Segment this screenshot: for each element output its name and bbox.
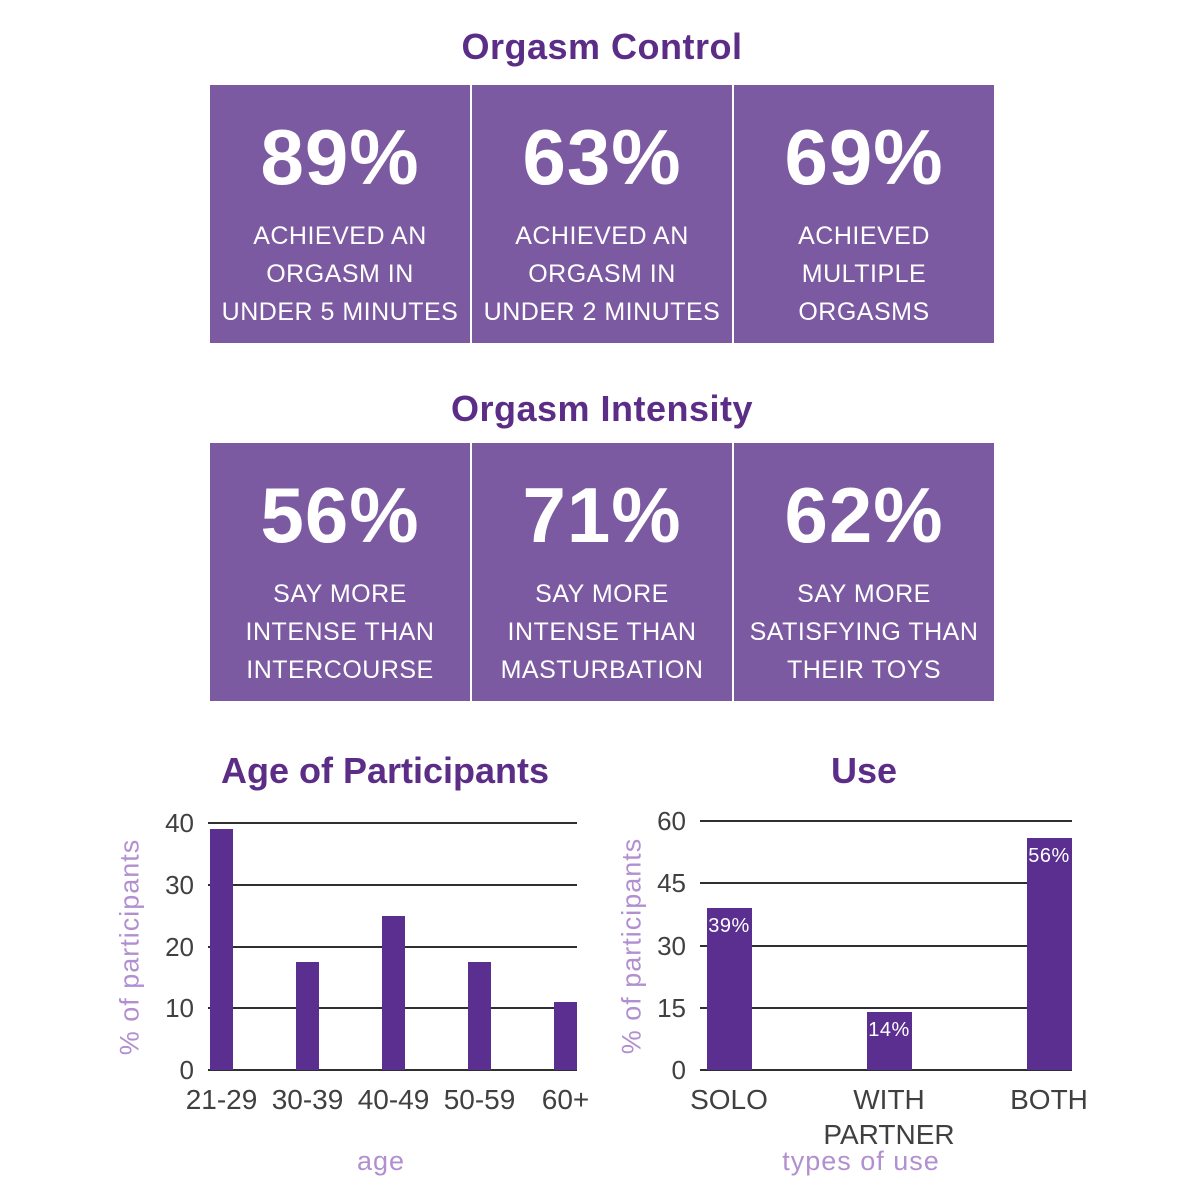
x-category-label: 40-49 <box>357 1084 430 1115</box>
stat-caption-line: ORGASMS <box>798 298 930 326</box>
stat-caption: ACHIEVED AN ORGASM IN UNDER 2 MINUTES <box>472 217 732 331</box>
stat-value: 89% <box>260 113 420 201</box>
stat-caption-line: UNDER 5 MINUTES <box>221 298 459 326</box>
stat-value: 56% <box>260 471 420 559</box>
x-category-label: 50-59 <box>443 1084 516 1115</box>
gridline <box>208 822 577 824</box>
y-tick-label: 0 <box>671 1055 686 1085</box>
stat-box-satisfying-toys: 62% SAY MORE SATISFYING THAN THEIR TOYS <box>734 443 994 701</box>
stat-caption-line: MASTURBATION <box>500 656 704 684</box>
y-tick-label: 60 <box>657 806 686 836</box>
x-axis-title: age <box>356 1146 406 1176</box>
stat-box-intense-masturbation: 71% SAY MORE INTENSE THAN MASTURBATION <box>472 443 732 701</box>
x-category-label: SOLO <box>690 1084 768 1115</box>
bar <box>468 961 491 1070</box>
stat-value: 71% <box>522 471 682 559</box>
section-title-orgasm-control: Orgasm Control <box>461 26 743 67</box>
stat-box-under-2-minutes: 63% ACHIEVED AN ORGASM IN UNDER 2 MINUTE… <box>472 85 732 343</box>
stat-caption-line: SATISFYING THAN <box>749 618 979 646</box>
stat-value: 69% <box>784 113 944 201</box>
stat-caption-line: SAY MORE <box>797 580 931 608</box>
gridline <box>208 1069 577 1071</box>
bar <box>210 829 233 1070</box>
gridline <box>208 883 577 886</box>
bar <box>1026 837 1072 1070</box>
y-tick-label: 10 <box>165 993 194 1024</box>
bar <box>296 961 319 1070</box>
bar <box>866 1011 912 1070</box>
y-tick-label: 45 <box>657 868 686 899</box>
section-title-orgasm-intensity: Orgasm Intensity <box>450 388 754 429</box>
stat-box-under-5-minutes: 89% ACHIEVED AN ORGASM IN UNDER 5 MINUTE… <box>210 85 470 343</box>
stat-caption-line: ACHIEVED AN <box>253 222 427 250</box>
stat-caption: ACHIEVED MULTIPLE ORGASMS <box>734 217 994 331</box>
stat-caption: SAY MORE SATISFYING THAN THEIR TOYS <box>734 575 994 689</box>
stat-caption: ACHIEVED AN ORGASM IN UNDER 5 MINUTES <box>210 217 470 331</box>
stat-caption-line: ORGASM IN <box>528 260 676 288</box>
y-tick-label: 15 <box>657 992 686 1023</box>
bar <box>706 908 752 1070</box>
stat-caption-line: THEIR TOYS <box>786 656 942 684</box>
gridline <box>700 944 1072 947</box>
stat-caption-line: ORGASM IN <box>266 260 414 288</box>
gridline <box>700 882 1072 885</box>
stat-caption: SAY MORE INTENSE THAN INTERCOURSE <box>210 575 470 689</box>
bar-value-label: 56% <box>1028 844 1070 867</box>
bar <box>382 915 405 1070</box>
stat-value: 63% <box>522 113 682 201</box>
stat-value: 62% <box>784 471 944 559</box>
stat-caption: SAY MORE INTENSE THAN MASTURBATION <box>472 575 732 689</box>
x-category-label: WITH PARTNER <box>823 1084 955 1150</box>
stat-caption-line: ACHIEVED <box>798 222 930 250</box>
gridline <box>700 1006 1072 1009</box>
stat-box-intense-intercourse: 56% SAY MORE INTENSE THAN INTERCOURSE <box>210 443 470 701</box>
stat-caption-line: UNDER 2 MINUTES <box>483 298 721 326</box>
y-tick-label: 0 <box>179 1055 194 1085</box>
stat-caption-line: INTENSE THAN <box>507 618 697 646</box>
bar-value-label: 14% <box>868 1018 910 1041</box>
bar-value-label: 39% <box>708 915 750 938</box>
stat-caption-line: SAY MORE <box>535 580 669 608</box>
gridline <box>700 1069 1072 1071</box>
stat-caption-line: INTERCOURSE <box>246 656 434 684</box>
chart-title: Use <box>830 750 898 791</box>
gridline <box>700 820 1072 822</box>
chart-title: Age of Participants <box>220 750 550 791</box>
bar <box>554 1002 577 1070</box>
x-category-label: 30-39 <box>271 1084 344 1115</box>
y-tick-label: 40 <box>165 808 194 838</box>
y-tick-label: 30 <box>165 869 194 900</box>
stat-box-multiple-orgasms: 69% ACHIEVED MULTIPLE ORGASMS <box>734 85 994 343</box>
x-axis-title: types of use <box>782 1146 940 1176</box>
stat-caption-line: ACHIEVED AN <box>515 222 689 250</box>
x-category-label: 21-29 <box>185 1084 258 1115</box>
y-tick-label: 30 <box>657 930 686 961</box>
x-category-label: 60+ <box>541 1084 590 1115</box>
stat-caption-line: INTENSE THAN <box>245 618 435 646</box>
stat-caption-line: SAY MORE <box>273 580 407 608</box>
x-category-label: BOTH <box>1010 1084 1088 1115</box>
stat-caption-line: MULTIPLE <box>801 260 927 288</box>
y-tick-label: 20 <box>165 931 194 962</box>
